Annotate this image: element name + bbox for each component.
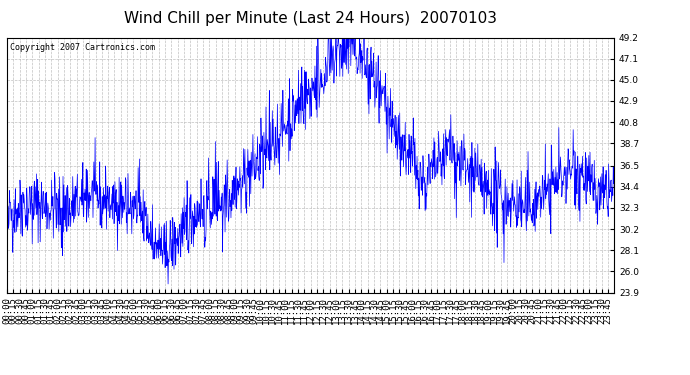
Text: Wind Chill per Minute (Last 24 Hours)  20070103: Wind Chill per Minute (Last 24 Hours) 20… — [124, 11, 497, 26]
Text: Copyright 2007 Cartronics.com: Copyright 2007 Cartronics.com — [10, 43, 155, 52]
